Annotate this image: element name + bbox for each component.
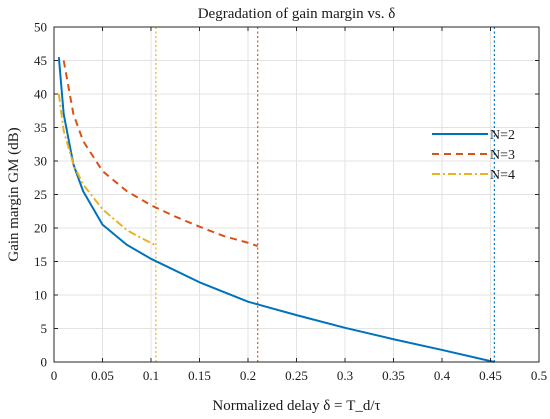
grid (53, 26, 540, 363)
x-tick-label: 0 (51, 368, 58, 383)
y-tick-label: 0 (41, 355, 48, 370)
y-tick-label: 5 (41, 321, 48, 336)
series-line (62, 60, 259, 248)
y-tick-label: 20 (34, 221, 47, 236)
limit-lines (155, 27, 495, 362)
y-tick-label: 40 (34, 87, 47, 102)
y-tick-label: 45 (34, 53, 47, 68)
x-tick-label: 0.4 (434, 368, 451, 383)
x-tick-label: 0.45 (479, 368, 502, 383)
x-tick-label: 0.15 (188, 368, 211, 383)
chart-title: Degradation of gain margin vs. δ (198, 6, 396, 22)
y-tick-label: 50 (34, 20, 47, 35)
series-line (57, 93, 157, 247)
y-tick-label: 25 (34, 187, 47, 202)
y-tick-label: 10 (34, 288, 47, 303)
y-tick-label: 15 (34, 254, 47, 269)
y-tick-label: 35 (34, 120, 47, 135)
x-tick-label: 0.35 (382, 368, 405, 383)
legend: N=2 N=3 N=4 (432, 128, 515, 183)
series-group (57, 57, 495, 363)
y-tick-label: 30 (34, 154, 47, 169)
y-axis-label: Gain margin GM (dB) (6, 127, 22, 261)
series-line (57, 57, 495, 363)
x-tick-label: 0.25 (285, 368, 308, 383)
x-tick-label: 0.1 (143, 368, 159, 383)
x-axis-label: Normalized delay δ = T_d/τ (212, 398, 380, 414)
legend-label: N=4 (490, 168, 515, 183)
axis-ticks: 0 0.05 0.1 0.15 0.2 0.25 0.3 0.35 0.4 0.45 0.5 0 5 10… (34, 20, 547, 384)
x-tick-label: 0.05 (91, 368, 114, 383)
x-tick-label: 0.5 (531, 368, 547, 383)
x-tick-label: 0.2 (240, 368, 256, 383)
legend-label: N=3 (490, 148, 515, 163)
x-tick-label: 0.3 (337, 368, 353, 383)
legend-label: N=2 (490, 128, 515, 143)
